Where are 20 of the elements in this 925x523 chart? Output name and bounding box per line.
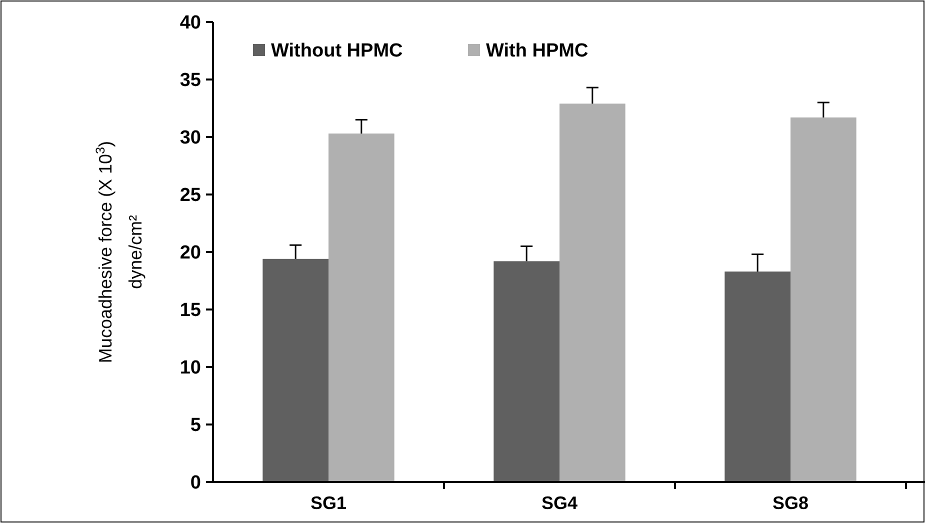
x-tick-label: SG8: [772, 493, 809, 513]
bar: [494, 261, 560, 482]
y-tick-label: 0: [190, 472, 201, 494]
y-tick-label: 15: [180, 300, 202, 322]
y-tick-label: 25: [180, 185, 202, 206]
bar: [262, 258, 328, 482]
bar: [560, 104, 626, 482]
y-tick-label: 10: [180, 358, 201, 379]
bar: [724, 272, 790, 482]
bar: [790, 117, 856, 482]
y-tick-label: 30: [180, 128, 201, 149]
legend-label: With HPMC: [486, 40, 588, 62]
y-tick-label: 20: [180, 242, 201, 264]
x-tick-label: SG4: [541, 493, 578, 513]
y-tick-label: 40: [180, 12, 201, 34]
legend-label: Without HPMC: [271, 40, 404, 62]
y-tick-label: 5: [190, 415, 202, 436]
x-tick-label: SG1: [310, 493, 347, 513]
bar: [328, 134, 394, 482]
y-tick-label: 35: [180, 70, 202, 92]
